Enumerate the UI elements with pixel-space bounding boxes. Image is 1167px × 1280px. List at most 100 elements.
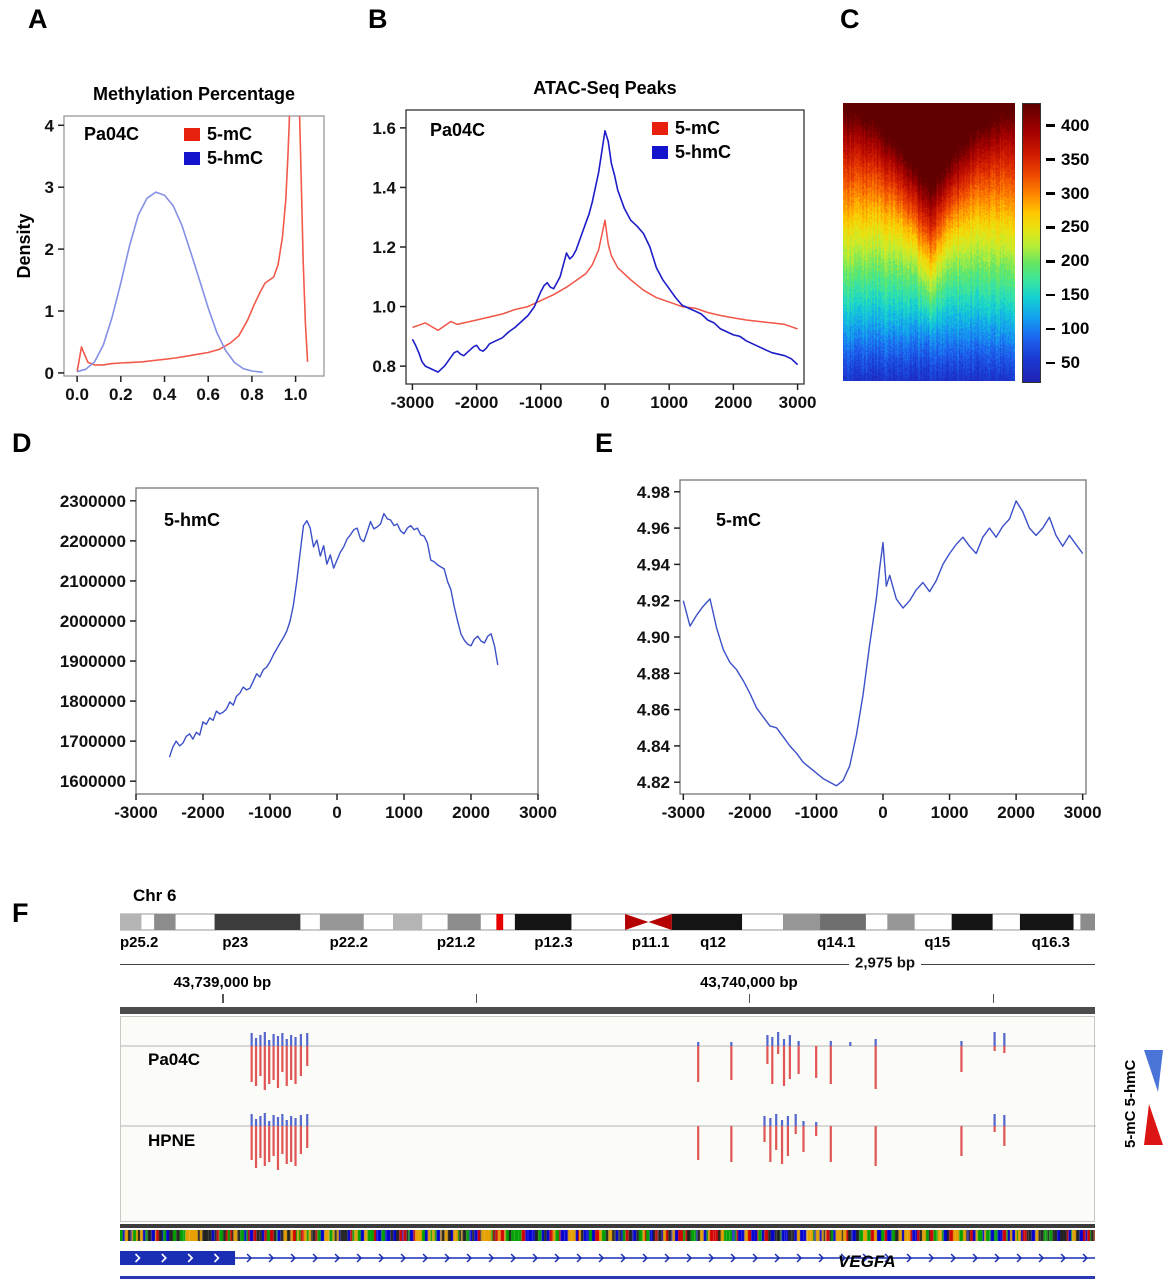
y-tick-label: 4.86 (637, 701, 670, 720)
hmc-bar (730, 1042, 733, 1046)
mc-bar (299, 1046, 302, 1076)
mc-bar (794, 1126, 797, 1134)
hmc-bar (259, 1035, 262, 1046)
panel-label-d: D (12, 428, 32, 458)
hmc-bar (250, 1114, 253, 1126)
mc-bar (306, 1046, 309, 1066)
mc-bar (874, 1046, 877, 1089)
hmc-bar (769, 1118, 772, 1126)
x-tick-label: -1000 (795, 803, 838, 822)
y-axis-label: Density (16, 213, 34, 278)
series-5-mC (412, 219, 798, 332)
sequence-separator (120, 1224, 1095, 1228)
sequence-track (120, 1230, 1095, 1241)
bottom-track-bar (120, 1276, 1095, 1279)
hmc-bar (290, 1035, 293, 1046)
mc-bar (763, 1126, 766, 1142)
cytoband (496, 914, 504, 930)
legend-swatch (652, 122, 668, 135)
x-tick-label: 0 (332, 803, 341, 822)
side-legend-label: 5-mC 5-hmC (1122, 1059, 1139, 1148)
y-tick-label: 4.84 (637, 737, 671, 756)
mc-bar (766, 1046, 769, 1064)
hmc-bar (290, 1116, 293, 1126)
strand-arrow-icon (422, 1253, 429, 1263)
ruler-tick (475, 994, 478, 1003)
mc-bar (294, 1046, 297, 1084)
strand-arrow-icon (356, 1253, 363, 1263)
strand-arrow-icon (796, 1253, 803, 1263)
strand-arrow-icon (862, 1253, 869, 1263)
mc-bar (250, 1046, 253, 1082)
x-tick-label: 0.0 (65, 385, 89, 404)
mc-bar (815, 1126, 818, 1136)
mc-bar (829, 1126, 832, 1162)
hmc-bar (697, 1042, 700, 1046)
y-tick-label: 1.6 (372, 119, 396, 138)
strand-arrow-icon (312, 1253, 319, 1263)
legend-label: 5-hmC (207, 148, 263, 168)
ruler-span-line (120, 964, 1095, 965)
track-label-hpne: HPNE (148, 1131, 196, 1150)
x-tick-label: -2000 (455, 393, 498, 412)
mc-bar (276, 1046, 280, 1088)
cytoband (951, 914, 993, 930)
strand-arrow-icon (664, 1253, 671, 1263)
inner-label: 5-mC (716, 510, 761, 530)
mc-bar (294, 1126, 297, 1166)
mc-bar (780, 1126, 784, 1164)
hmc-bar (294, 1037, 297, 1046)
strand-arrow-icon (884, 1253, 891, 1263)
strand-arrow-icon (642, 1253, 649, 1263)
strand-arrow-icon (1038, 1253, 1045, 1263)
chromosome-label: Chr 6 (133, 886, 177, 905)
mc-bar (254, 1126, 258, 1168)
strand-arrow-icon (400, 1253, 407, 1263)
mc-bar (254, 1046, 258, 1086)
mc-bar (829, 1046, 832, 1084)
mc-bar (259, 1046, 262, 1076)
legend-swatch (184, 128, 200, 141)
plot-frame (405, 109, 805, 385)
x-tick-label: 0.6 (196, 385, 220, 404)
cytoband-label: p11.1 (631, 934, 670, 951)
hmc-bar (788, 1035, 791, 1046)
y-tick-label: 1.2 (372, 238, 396, 257)
y-tick-label: 4 (45, 116, 55, 135)
series-5-hmC (168, 512, 499, 758)
cytoband-label: q15 (924, 934, 951, 951)
hmc-bar (263, 1032, 266, 1046)
hmc-bar (281, 1114, 284, 1126)
series-5-hmC (411, 130, 799, 373)
strand-arrow-icon (444, 1253, 451, 1263)
strand-arrow-icon (187, 1253, 194, 1263)
side-legend-triangles (1144, 1050, 1163, 1145)
x-tick-label: 0 (600, 393, 609, 412)
atac-seq-peaks-chart: -3000 -2000 -1000 0 1000 2000 3000 0.8 1.0 1.2 1.4… (372, 78, 816, 412)
y-tick-label: 4.82 (637, 773, 670, 792)
x-tick-label: -2000 (181, 803, 224, 822)
mc-bar (290, 1046, 293, 1080)
cytoband-label: p12.3 (534, 934, 573, 951)
series-5-hmC (76, 191, 263, 374)
panel-label-c: C (840, 4, 860, 34)
hmc-bar (775, 1114, 778, 1126)
cytoband (887, 914, 915, 930)
legend-label: 5-mC (675, 118, 720, 138)
hmc-bar (780, 1120, 784, 1126)
hmc-bar (285, 1039, 288, 1046)
hmc-bar (763, 1116, 766, 1126)
x-tick-label: 1000 (931, 803, 969, 822)
five-mc-profile-chart: -3000 -2000 -1000 0 1000 2000 3000 4.82 4.84 4.86… (637, 479, 1102, 822)
hmc-bar (815, 1122, 818, 1126)
x-tick-label: -3000 (391, 393, 434, 412)
hmc-bar (794, 1114, 797, 1126)
mc-bar (697, 1126, 700, 1160)
x-tick-label: 3000 (1064, 803, 1102, 822)
hmc-bar (993, 1114, 996, 1126)
cytoband (393, 914, 423, 930)
strand-arrow-icon (213, 1253, 220, 1263)
ruler-tick (748, 994, 751, 1003)
gene-track (120, 1251, 1095, 1265)
